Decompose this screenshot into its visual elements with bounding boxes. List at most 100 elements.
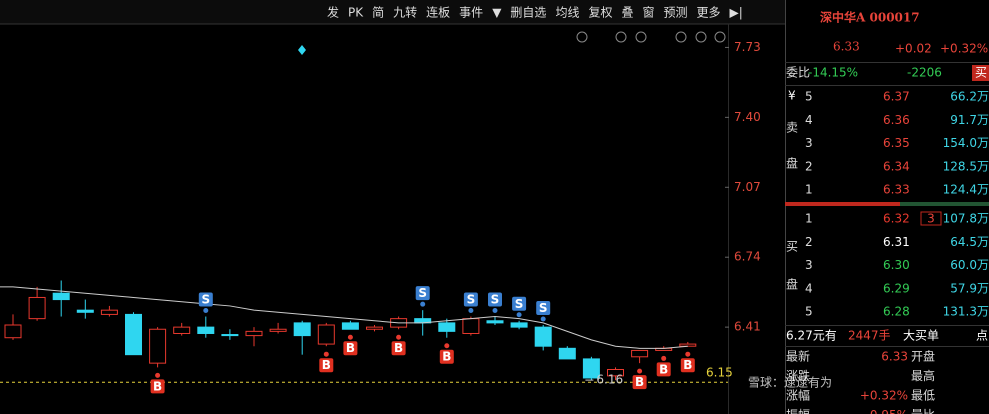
icon[interactable] xyxy=(635,31,647,43)
toolbar-button[interactable]: 叠 xyxy=(621,6,633,20)
signal-label: B xyxy=(322,358,331,372)
signal-label: S xyxy=(491,293,500,307)
candle-body xyxy=(631,349,649,358)
ask-volume: 124.4万 xyxy=(943,183,989,197)
stat-label: 量比 xyxy=(911,408,935,414)
toolbar-button[interactable]: 发 xyxy=(327,5,339,20)
toolbar-button[interactable]: 更多 xyxy=(697,6,721,20)
bid-volume: 60.0万 xyxy=(950,258,989,272)
signal-badge xyxy=(319,358,334,373)
order-count: 3 xyxy=(927,212,935,226)
stat-value: 0.95% xyxy=(870,408,908,414)
bid-volume: 131.3万 xyxy=(943,305,989,319)
buy-button[interactable]: 买 xyxy=(975,66,987,80)
candle-body xyxy=(76,309,94,313)
toolbar-button[interactable]: 九转 xyxy=(393,5,417,20)
signal-badge xyxy=(198,292,213,307)
summary: 6.27元有 xyxy=(786,329,837,343)
level: 1 xyxy=(805,212,813,226)
candle-body xyxy=(462,318,480,334)
signal-label: B xyxy=(442,350,451,364)
bid-price: 6.30 xyxy=(883,258,910,272)
stat-value: 6.33 xyxy=(881,350,908,364)
weicha: -2206 xyxy=(907,66,942,80)
summary: 点 xyxy=(976,329,988,343)
icon[interactable] xyxy=(695,31,707,43)
side-label: 盘 xyxy=(786,277,798,292)
toolbar-bg xyxy=(0,0,785,24)
signal-label: B xyxy=(153,379,162,393)
signal-badge xyxy=(463,292,478,307)
stat-label: 振幅 xyxy=(786,407,810,414)
toolbar-button[interactable]: 均线 xyxy=(555,6,579,20)
currency: ¥ xyxy=(788,89,796,103)
toolbar-button[interactable]: 连板 xyxy=(426,5,450,20)
candle-body xyxy=(269,328,287,332)
signal-dot xyxy=(323,351,329,357)
signal-label: S xyxy=(201,293,210,307)
signal-badge xyxy=(488,292,502,307)
candle-body xyxy=(197,326,215,334)
signal-dot xyxy=(492,308,498,314)
signal-dot xyxy=(685,351,691,357)
signal-dot xyxy=(516,312,522,318)
signal-label: S xyxy=(467,293,476,307)
stat-label: 涨跌 xyxy=(786,368,810,383)
icon[interactable] xyxy=(675,31,687,43)
bid-volume: 64.5万 xyxy=(950,235,989,249)
signal-badge xyxy=(632,375,647,390)
toolbar-button[interactable]: ▶| xyxy=(730,6,743,20)
stat-label: 涨幅 xyxy=(786,388,810,403)
signal-badge xyxy=(150,379,165,394)
stat-label: 最低 xyxy=(911,389,935,403)
stat-label: 开盘 xyxy=(911,349,935,364)
change: +0.02 xyxy=(895,42,932,56)
candle-body xyxy=(28,296,46,320)
signal-label: B xyxy=(683,358,692,372)
ask-price: 6.36 xyxy=(883,113,910,127)
weibi-label: 委比 xyxy=(786,66,810,80)
candle-body xyxy=(558,347,576,360)
marker xyxy=(298,45,306,55)
level: 5 xyxy=(805,305,813,319)
ask-price: 6.37 xyxy=(883,90,910,104)
signal-badge xyxy=(391,341,406,356)
icon[interactable] xyxy=(576,31,588,43)
signal-dot xyxy=(203,308,209,314)
signal-badge xyxy=(343,341,358,356)
toolbar-button[interactable]: 事件 xyxy=(459,6,483,20)
icon[interactable] xyxy=(615,31,627,43)
icon[interactable] xyxy=(714,31,726,43)
summary: 大买单 xyxy=(903,329,939,343)
bid-volume: 57.9万 xyxy=(950,281,989,295)
ask-price: 6.33 xyxy=(883,183,910,197)
signal-dot xyxy=(540,316,546,322)
candle-body xyxy=(149,328,167,364)
level: 4 xyxy=(805,281,813,295)
toolbar-button[interactable]: 简 xyxy=(372,6,384,20)
watermark: 雪球：逯逯有为 xyxy=(748,375,832,390)
buy-button-bg[interactable] xyxy=(972,65,989,81)
candle-body xyxy=(366,326,383,330)
y-tick-label: 7.40 xyxy=(734,110,761,124)
toolbar-button[interactable]: ▼ xyxy=(492,6,502,20)
candle-body xyxy=(100,309,118,315)
toolbar-button[interactable]: 窗 xyxy=(642,6,654,20)
reference-label: 6.15 xyxy=(706,366,733,380)
sell-ratio-bar xyxy=(785,202,900,206)
ask-volume: 91.7万 xyxy=(950,113,989,127)
signal-dot xyxy=(155,372,161,378)
side-label: 盘 xyxy=(786,156,798,171)
toolbar-button[interactable]: 复权 xyxy=(588,6,612,20)
y-tick-label: 7.07 xyxy=(734,180,761,194)
toolbar-button[interactable]: 删自选 xyxy=(510,6,546,20)
toolbar-button[interactable]: 预测 xyxy=(664,6,688,20)
candle-body xyxy=(173,326,191,334)
signal-dot xyxy=(396,334,402,340)
stat-label: 最高 xyxy=(911,368,935,383)
candle-body xyxy=(438,322,456,332)
signal-badge xyxy=(536,301,551,316)
order-box xyxy=(920,211,942,226)
toolbar-button[interactable]: PK xyxy=(348,6,364,20)
